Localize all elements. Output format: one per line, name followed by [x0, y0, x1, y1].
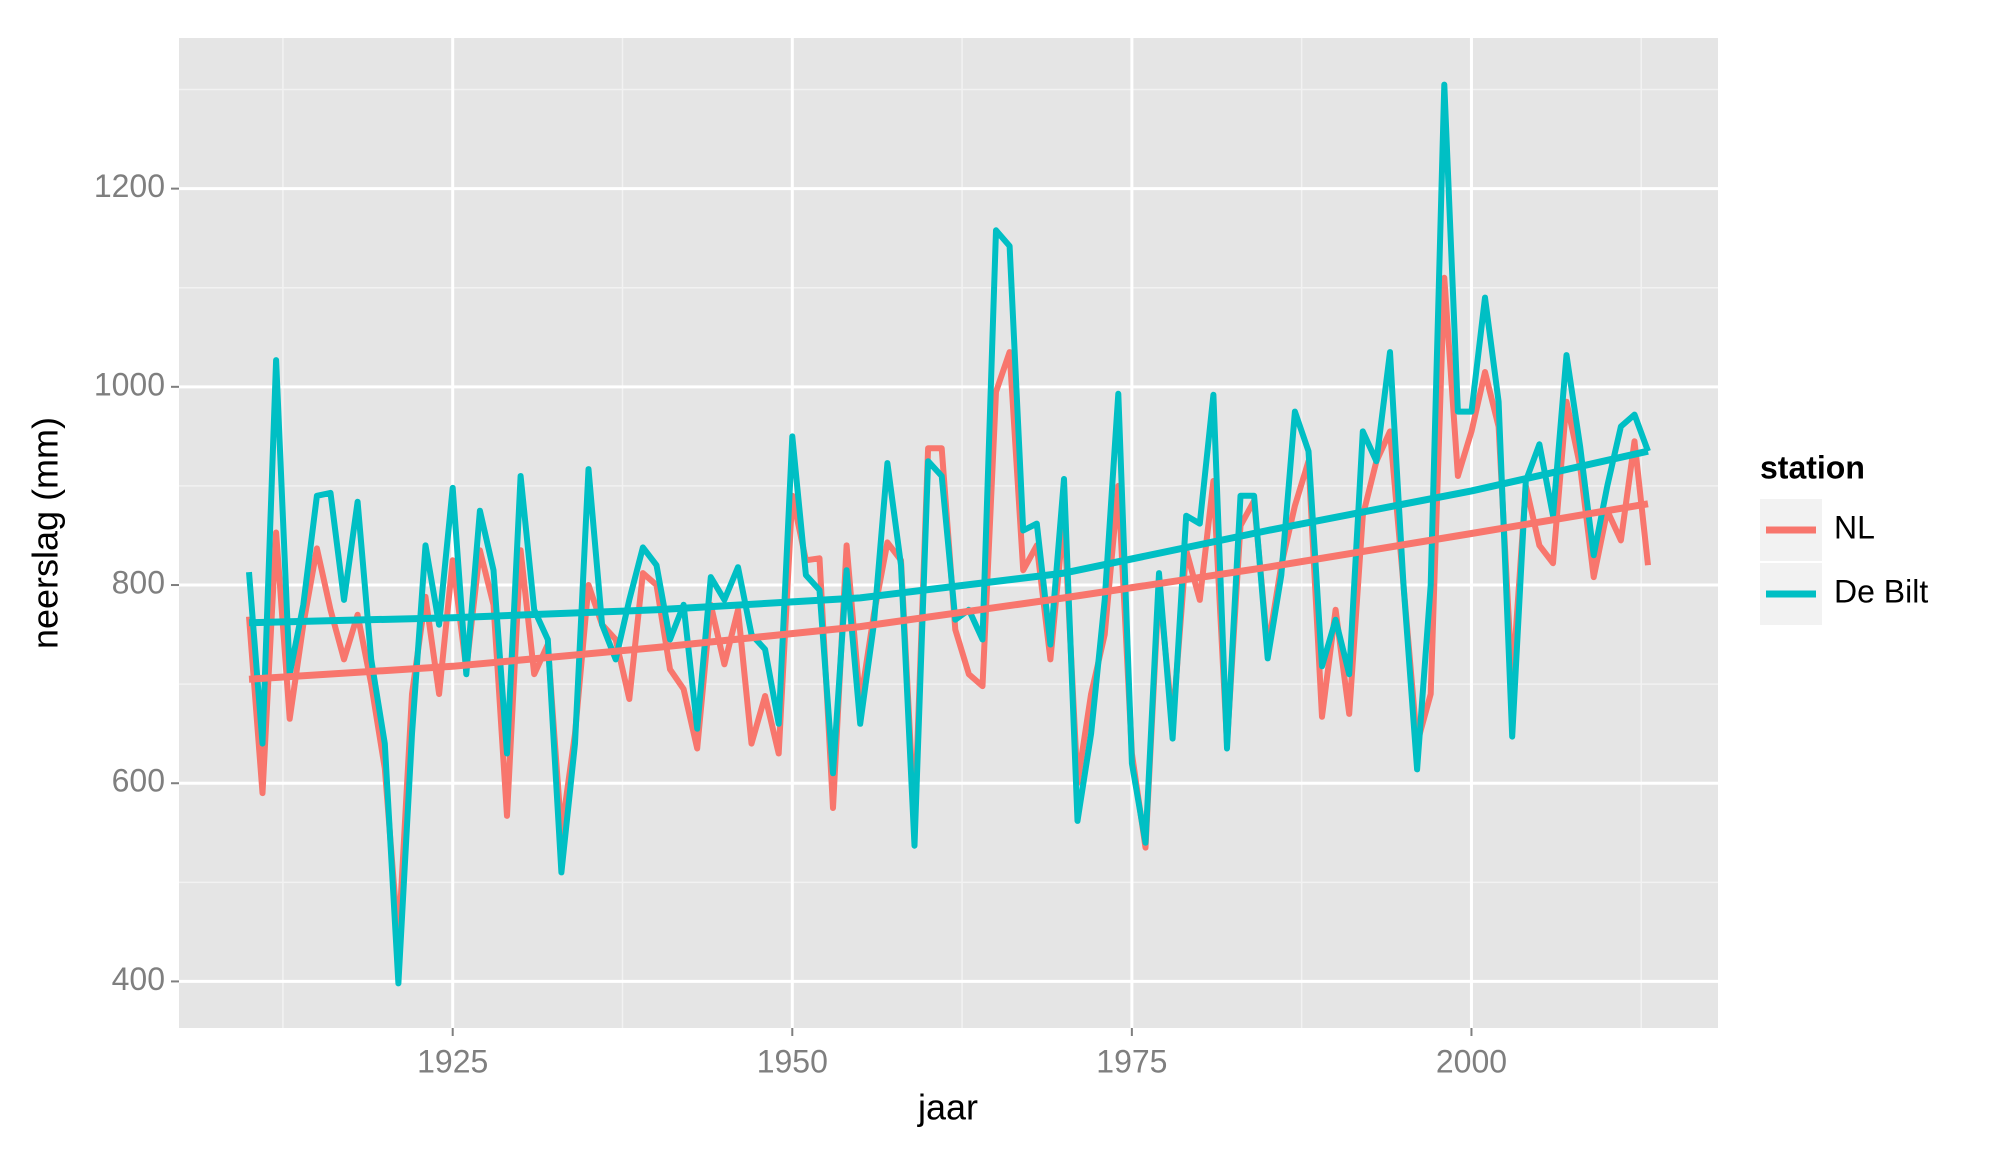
- x-axis-label: jaar: [917, 1087, 978, 1128]
- y-tick-label: 1000: [94, 366, 165, 402]
- y-tick-label: 400: [112, 961, 165, 997]
- y-tick-label: 600: [112, 763, 165, 799]
- x-tick-label: 1950: [757, 1043, 828, 1079]
- x-tick-label: 1925: [417, 1043, 488, 1079]
- y-tick-label: 1200: [94, 168, 165, 204]
- trend-line: [248, 447, 1649, 627]
- x-tick-label: 1975: [1096, 1043, 1167, 1079]
- y-tick-label: 800: [112, 564, 165, 600]
- x-tick-label: 2000: [1436, 1043, 1507, 1079]
- legend-label: De Bilt: [1834, 573, 1928, 609]
- legend-title: station: [1760, 449, 1865, 485]
- trend-line: [248, 500, 1649, 683]
- series-line: [246, 81, 1651, 987]
- legend-label: NL: [1834, 509, 1875, 545]
- y-axis-label: neerslag (mm): [25, 417, 66, 649]
